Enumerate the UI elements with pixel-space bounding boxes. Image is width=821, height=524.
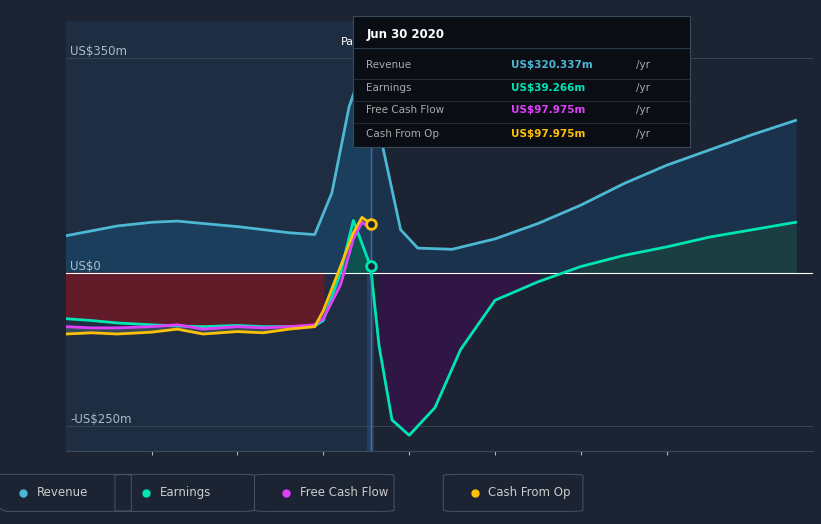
Text: Earnings: Earnings (160, 486, 212, 499)
Text: US$350m: US$350m (70, 45, 127, 58)
Text: /yr: /yr (635, 83, 649, 93)
Text: US$320.337m: US$320.337m (511, 60, 593, 71)
Text: Cash From Op: Cash From Op (488, 486, 571, 499)
Text: US$97.975m: US$97.975m (511, 128, 585, 139)
Text: /yr: /yr (635, 105, 649, 115)
Text: US$39.266m: US$39.266m (511, 83, 585, 93)
Bar (367, 21, 374, 451)
Text: Revenue: Revenue (37, 486, 89, 499)
Text: Past: Past (341, 37, 364, 48)
Text: US$0: US$0 (70, 259, 101, 272)
Text: -US$250m: -US$250m (70, 413, 131, 426)
Text: Analysts Forecasts: Analysts Forecasts (378, 37, 481, 48)
Text: Earnings: Earnings (366, 83, 412, 93)
Text: US$97.975m: US$97.975m (511, 105, 585, 115)
Text: Jun 30 2020: Jun 30 2020 (366, 28, 444, 40)
Text: Free Cash Flow: Free Cash Flow (300, 486, 388, 499)
Text: Revenue: Revenue (366, 60, 411, 71)
Text: Free Cash Flow: Free Cash Flow (366, 105, 445, 115)
Text: /yr: /yr (635, 128, 649, 139)
Text: /yr: /yr (635, 60, 649, 71)
Bar (370, 21, 813, 451)
Bar (66, 21, 370, 451)
Text: Cash From Op: Cash From Op (366, 128, 439, 139)
